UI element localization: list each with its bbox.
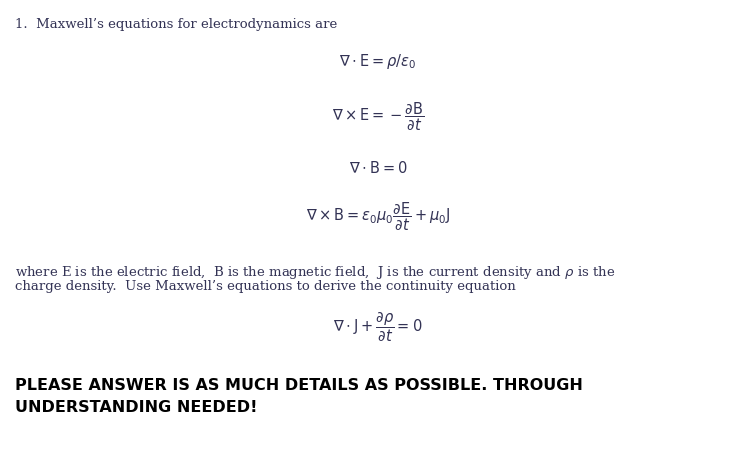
Text: PLEASE ANSWER IS AS MUCH DETAILS AS POSSIBLE. THROUGH: PLEASE ANSWER IS AS MUCH DETAILS AS POSS… [15, 378, 583, 393]
Text: where E is the electric field,  B is the magnetic field,  J is the current densi: where E is the electric field, B is the … [15, 264, 615, 281]
Text: 1.  Maxwell’s equations for electrodynamics are: 1. Maxwell’s equations for electrodynami… [15, 18, 337, 31]
Text: $\nabla \times \mathrm{B} = \varepsilon_0\mu_0\dfrac{\partial \mathrm{E}}{\parti: $\nabla \times \mathrm{B} = \varepsilon_… [305, 200, 451, 233]
Text: $\nabla \cdot \mathrm{E} = \rho/\varepsilon_0$: $\nabla \cdot \mathrm{E} = \rho/\varepsi… [339, 52, 417, 71]
Text: $\nabla \cdot \mathrm{J} + \dfrac{\partial \rho}{\partial t} = 0$: $\nabla \cdot \mathrm{J} + \dfrac{\parti… [333, 310, 423, 344]
Text: charge density.  Use Maxwell’s equations to derive the continuity equation: charge density. Use Maxwell’s equations … [15, 280, 516, 293]
Text: $\nabla \times \mathrm{E} = -\dfrac{\partial \mathrm{B}}{\partial t}$: $\nabla \times \mathrm{E} = -\dfrac{\par… [332, 100, 424, 132]
Text: $\nabla \cdot \mathrm{B} = 0$: $\nabla \cdot \mathrm{B} = 0$ [349, 160, 407, 176]
Text: UNDERSTANDING NEEDED!: UNDERSTANDING NEEDED! [15, 400, 258, 415]
